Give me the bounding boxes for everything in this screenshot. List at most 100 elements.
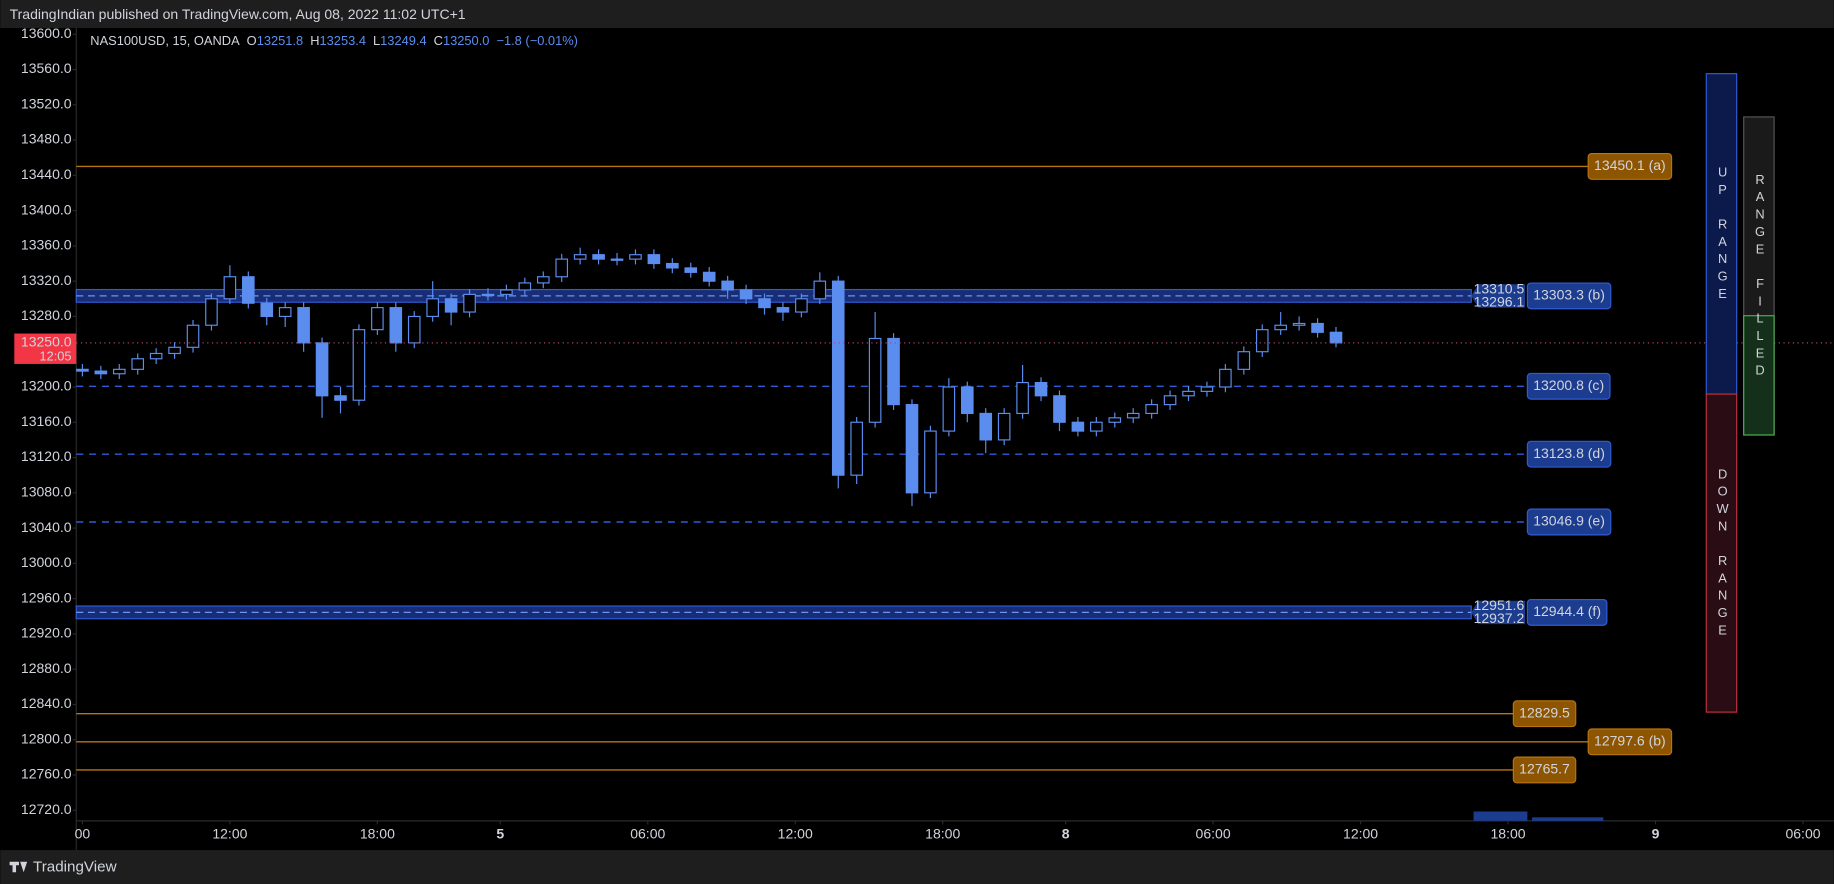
candle <box>389 302 403 352</box>
candle-body <box>868 337 882 423</box>
candle <box>924 425 937 499</box>
candle <box>500 284 513 300</box>
y-tick-label: 13080.0 <box>21 484 72 500</box>
last-price-label: 13250.0 <box>21 334 72 350</box>
candle <box>426 281 439 322</box>
candle-body <box>739 289 753 300</box>
candle <box>702 267 716 287</box>
y-tick-label: 13600.0 <box>21 25 72 41</box>
range-box <box>1705 393 1738 713</box>
candle-body <box>592 254 605 260</box>
candle <box>1292 316 1306 331</box>
zone-mid-label-bg <box>1526 282 1612 310</box>
candle <box>1219 364 1232 393</box>
x-tick-label: 12:00 <box>1343 826 1378 842</box>
candle-body <box>887 337 900 406</box>
level-label: 13123.8 (d) <box>1533 445 1605 461</box>
level-label-bg <box>1512 700 1577 728</box>
range-box-label: DOWN RANGE <box>1715 466 1730 639</box>
x-tick-label: 00 <box>75 826 91 842</box>
candle <box>242 271 255 309</box>
y-tick-label: 12760.0 <box>21 766 72 782</box>
candle-body <box>371 307 384 331</box>
header-bar <box>0 0 1834 29</box>
level-label-bg <box>1587 152 1673 180</box>
candle-body <box>776 307 790 313</box>
candle <box>647 249 661 269</box>
candle <box>149 348 163 365</box>
candle <box>1016 364 1029 419</box>
candle <box>76 364 89 377</box>
candle <box>1034 377 1048 402</box>
candle-body <box>94 370 108 375</box>
candle <box>905 399 919 507</box>
y-tick-label: 13120.0 <box>21 448 72 464</box>
candle-body <box>242 276 255 304</box>
y-tick-label: 13040.0 <box>21 519 72 535</box>
candle-body <box>758 298 771 309</box>
candle <box>315 337 329 418</box>
candle <box>1200 381 1214 397</box>
candle-body <box>1274 324 1287 331</box>
level-label-bg <box>1526 440 1612 468</box>
level-label-group: 13123.8 (d) <box>1526 440 1612 468</box>
candle <box>1182 386 1195 402</box>
candle <box>407 311 421 349</box>
y-tick-label: 12880.0 <box>21 660 72 676</box>
zone-bottom-label: 13296.1 <box>1474 294 1525 310</box>
candle-body <box>223 276 237 300</box>
candle-body <box>702 271 716 282</box>
zone-top-label: 13310.5 <box>1474 281 1525 297</box>
candle <box>555 253 569 283</box>
legend-open: 13251.8 <box>257 33 303 48</box>
candle-body <box>389 307 403 344</box>
candle <box>629 249 642 265</box>
y-tick-label: 12800.0 <box>21 730 72 746</box>
candle <box>352 324 366 406</box>
level-label: 12765.7 <box>1519 761 1570 777</box>
candle <box>868 312 882 428</box>
candle-body <box>979 412 993 441</box>
range-fill <box>1743 315 1775 436</box>
x-tick-label: 18:00 <box>360 826 395 842</box>
candle-body <box>1329 331 1343 344</box>
legend-high: 13253.4 <box>319 33 365 48</box>
candle <box>463 289 476 318</box>
level-label: 12829.5 <box>1519 704 1570 720</box>
candle-body <box>997 412 1011 441</box>
candle <box>1311 318 1324 338</box>
candle-body <box>1237 351 1251 370</box>
candle <box>444 293 458 326</box>
candle-body <box>666 262 679 269</box>
candle-body <box>924 430 937 494</box>
level-label: 12797.6 (b) <box>1594 733 1666 749</box>
candle-body <box>297 307 310 344</box>
candle <box>481 288 495 301</box>
candle-body <box>112 368 126 375</box>
candle-body <box>721 280 734 291</box>
candle <box>1274 312 1287 335</box>
candle <box>94 365 108 380</box>
candle-body <box>518 282 532 291</box>
y-tick-label: 13560.0 <box>21 60 72 76</box>
candle-body <box>205 298 218 326</box>
y-tick-label: 13200.0 <box>21 378 72 394</box>
candle-body <box>1219 368 1232 388</box>
level-label: 13046.9 (e) <box>1533 513 1605 529</box>
candle-body <box>500 289 513 295</box>
candle-body <box>647 254 661 265</box>
x-tick-label: 8 <box>1062 826 1070 842</box>
candle-body <box>1292 322 1306 326</box>
candle-body <box>1053 395 1066 423</box>
candle <box>979 408 993 454</box>
candle <box>850 416 863 484</box>
legend-close: 13250.0 <box>443 33 489 48</box>
candle <box>536 271 550 289</box>
candle <box>278 302 292 328</box>
candle-body <box>960 386 974 415</box>
candle <box>223 265 237 305</box>
candle <box>371 302 384 335</box>
x-tick-label: 06:00 <box>1785 826 1820 842</box>
candle <box>813 272 827 305</box>
